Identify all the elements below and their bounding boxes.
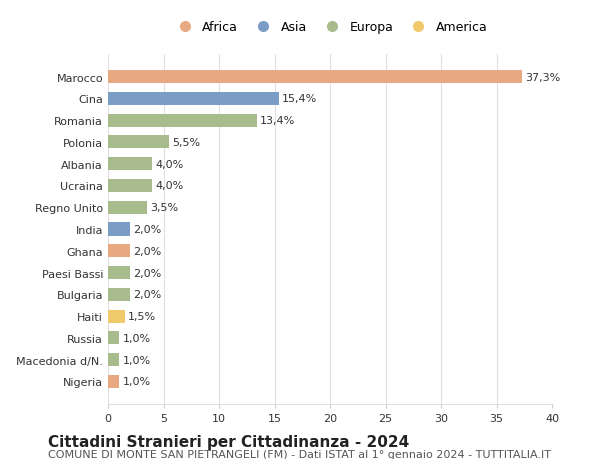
- Text: 1,0%: 1,0%: [122, 355, 151, 365]
- Bar: [108, 353, 119, 366]
- Text: Cittadini Stranieri per Cittadinanza - 2024: Cittadini Stranieri per Cittadinanza - 2…: [48, 434, 409, 449]
- Text: 2,0%: 2,0%: [134, 268, 162, 278]
- Text: 4,0%: 4,0%: [156, 181, 184, 191]
- Bar: [108, 93, 279, 106]
- Text: 13,4%: 13,4%: [260, 116, 295, 126]
- Legend: Africa, Asia, Europa, America: Africa, Asia, Europa, America: [167, 16, 493, 39]
- Bar: [108, 201, 147, 214]
- Text: 1,0%: 1,0%: [122, 333, 151, 343]
- Text: 2,0%: 2,0%: [134, 290, 162, 300]
- Bar: [108, 266, 130, 280]
- Bar: [108, 331, 119, 345]
- Bar: [108, 136, 169, 149]
- Bar: [108, 158, 152, 171]
- Text: 4,0%: 4,0%: [156, 159, 184, 169]
- Bar: [108, 179, 152, 193]
- Bar: [108, 223, 130, 236]
- Bar: [108, 288, 130, 301]
- Text: 2,0%: 2,0%: [134, 246, 162, 256]
- Text: 37,3%: 37,3%: [526, 73, 560, 83]
- Text: COMUNE DI MONTE SAN PIETRANGELI (FM) - Dati ISTAT al 1° gennaio 2024 - TUTTITALI: COMUNE DI MONTE SAN PIETRANGELI (FM) - D…: [48, 449, 551, 459]
- Text: 1,0%: 1,0%: [122, 376, 151, 386]
- Bar: [108, 114, 257, 128]
- Bar: [108, 375, 119, 388]
- Text: 1,5%: 1,5%: [128, 311, 156, 321]
- Text: 2,0%: 2,0%: [134, 224, 162, 235]
- Bar: [108, 245, 130, 258]
- Bar: [108, 71, 522, 84]
- Text: 5,5%: 5,5%: [172, 138, 200, 148]
- Text: 3,5%: 3,5%: [150, 203, 178, 213]
- Text: 15,4%: 15,4%: [282, 94, 317, 104]
- Bar: [108, 310, 125, 323]
